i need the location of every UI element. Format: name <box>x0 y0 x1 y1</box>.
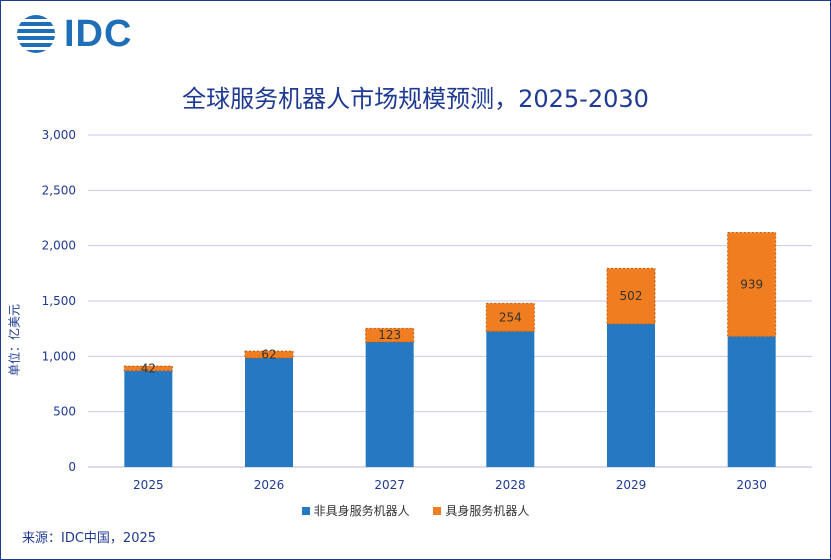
y-tick-label: 1,500 <box>42 294 76 308</box>
y-tick-label: 3,000 <box>42 128 76 142</box>
bar-non-embodied <box>727 336 776 467</box>
bar-non-embodied <box>607 323 655 467</box>
data-label: 62 <box>261 348 276 362</box>
bar-non-embodied <box>486 331 535 467</box>
logo-text: IDC <box>64 13 133 55</box>
x-tick-label: 2030 <box>736 478 767 492</box>
x-tick-label: 2029 <box>616 478 647 492</box>
chart-plot: 0 500 1,000 1,500 2,000 2,500 3,000 42 2025 62 202… <box>42 128 812 492</box>
source-note: 来源：IDC中国，2025 <box>22 531 157 546</box>
y-tick-label: 500 <box>53 405 76 419</box>
globe-icon <box>17 15 55 53</box>
y-tick-label: 2,000 <box>42 239 76 253</box>
bar-non-embodied <box>124 370 173 467</box>
legend-swatch-non-embodied <box>301 506 310 515</box>
y-tick-label: 2,500 <box>42 183 76 197</box>
bar-embodied <box>244 350 294 359</box>
data-label: 42 <box>141 361 156 375</box>
x-tick-label: 2028 <box>495 478 526 492</box>
data-label: 502 <box>620 289 643 303</box>
bar-non-embodied <box>365 341 414 467</box>
x-tick-label: 2027 <box>374 478 405 492</box>
bar-embodied <box>606 267 656 325</box>
bar-embodied <box>727 231 777 337</box>
legend-item-non-embodied: 非具身服务机器人 <box>301 502 410 519</box>
bar-embodied <box>123 365 173 372</box>
legend-swatch-embodied <box>433 506 442 515</box>
x-tick-label: 2026 <box>254 478 285 492</box>
chart-title: 全球服务机器人市场规模预测，2025-2030 <box>182 85 649 113</box>
legend-item-embodied: 具身服务机器人 <box>433 502 529 519</box>
bar-non-embodied <box>245 357 293 467</box>
data-label: 939 <box>740 277 763 291</box>
y-tick-label: 1,000 <box>42 349 76 363</box>
bar-embodied <box>365 327 415 343</box>
bar-embodied <box>485 302 535 332</box>
y-tick-label: 0 <box>68 460 76 474</box>
data-label: 254 <box>499 310 522 324</box>
x-tick-label: 2025 <box>133 478 164 492</box>
legend: 非具身服务机器人 具身服务机器人 <box>0 502 831 519</box>
data-label: 123 <box>378 328 401 342</box>
legend-label-embodied: 具身服务机器人 <box>445 504 530 518</box>
idc-logo: IDC <box>16 12 156 56</box>
legend-label-non-embodied: 非具身服务机器人 <box>313 504 410 518</box>
